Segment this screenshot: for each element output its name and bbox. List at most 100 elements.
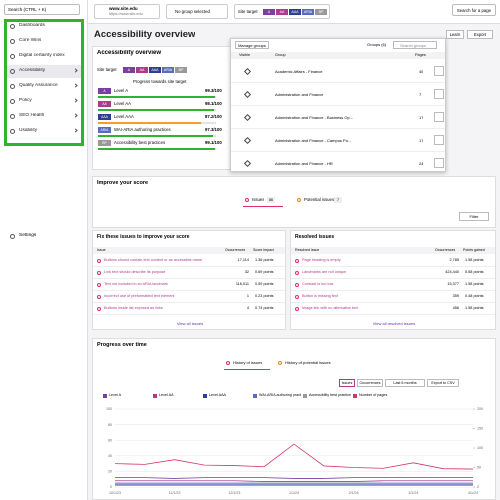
nav-item[interactable]: Core Wins: [19, 38, 42, 43]
star-icon[interactable]: [243, 136, 252, 145]
row-divider: [291, 278, 495, 279]
group-name: Administration and Finance - Business Op…: [275, 115, 354, 120]
nav-icon: [10, 234, 15, 239]
occurrences: 359: [452, 294, 459, 298]
nav-item[interactable]: Accessibility: [19, 68, 46, 73]
resolved-card: Resolved issues Resolved issue Occurrences…: [290, 230, 496, 330]
row-badge: AA: [98, 101, 111, 107]
legend-checkbox[interactable]: [253, 394, 257, 398]
issue-link[interactable]: Link text should describe its purpose: [104, 270, 166, 274]
issue-link[interactable]: Landmarks are not unique: [302, 270, 347, 274]
group-selector[interactable]: No group selected: [166, 4, 228, 19]
legend-checkbox[interactable]: [353, 394, 357, 398]
occurrences: 424,440: [445, 270, 459, 274]
legend-checkbox[interactable]: [103, 394, 107, 398]
page-title: Accessibility overview: [94, 29, 196, 40]
row-icon: [97, 282, 101, 287]
nav-item[interactable]: Quality Assurance: [19, 83, 58, 88]
level-badge: BP: [175, 67, 187, 73]
row-divider: [93, 278, 285, 279]
star-icon[interactable]: [243, 159, 252, 168]
y-tick-label: 40: [108, 454, 112, 458]
header-row: [93, 247, 285, 254]
tab-label[interactable]: Issues: [252, 197, 265, 202]
occurrences: 32: [244, 270, 249, 274]
site-url: https://www.site.edu: [109, 12, 143, 16]
groups-search[interactable]: Search groups: [393, 41, 437, 49]
card-title: Fix these issues to improve your score: [97, 234, 190, 240]
star-icon[interactable]: [243, 113, 252, 122]
row-divider: [231, 105, 445, 106]
column-header: Points gained: [463, 248, 485, 252]
nav-item[interactable]: Policy: [19, 98, 32, 103]
occurrences: 116,011: [235, 282, 249, 286]
issue-link[interactable]: Image link with no alternative text: [302, 306, 359, 310]
row-icon: [97, 294, 101, 299]
row-icon: [97, 270, 101, 275]
edit-button[interactable]: [434, 135, 444, 145]
y2-tick-label: 150: [477, 427, 483, 431]
toolbar-button[interactable]: Export to CSV: [427, 379, 459, 387]
nav-item[interactable]: SEO Health: [19, 113, 45, 118]
star-icon[interactable]: [243, 67, 252, 76]
nav-icon: [10, 84, 15, 89]
improve-card: Improve your score Issues 86 Potential issu…: [92, 176, 496, 228]
column-header: Occurrences: [435, 248, 456, 252]
line-chart: 0 20 40 60 80 100 0 50 100 150 200 10/1/23 11/1/23 12…: [106, 407, 483, 495]
legend-checkbox[interactable]: [153, 394, 157, 398]
legend-checkbox[interactable]: [203, 394, 207, 398]
issue-link[interactable]: Incorrect use of preformatted text eleme…: [104, 294, 175, 298]
nav-item[interactable]: Usability: [19, 128, 38, 133]
groups-dropdown: Manage groups Groups (6) Search groups Visi…: [230, 38, 446, 172]
y-tick-label: 100: [106, 407, 112, 411]
search-box[interactable]: Search (CTRL + K): [4, 4, 80, 15]
series-line: [115, 480, 473, 482]
tab-label[interactable]: History of potential issues: [285, 360, 331, 365]
edit-button[interactable]: [434, 66, 444, 76]
export-button[interactable]: Export: [467, 30, 493, 39]
x-tick-label: 2/1/24: [349, 491, 359, 495]
edit-button[interactable]: [434, 89, 444, 99]
row-badge: A: [98, 88, 111, 94]
view-all-link[interactable]: View all resolved issues: [372, 321, 416, 326]
x-tick-label: 10/1/23: [109, 491, 121, 495]
filter-button[interactable]: Filter: [459, 212, 489, 221]
issue-link[interactable]: Text not included in an ARIA landmark: [104, 282, 168, 286]
issue-link[interactable]: Buttons should contain text content or a…: [104, 258, 203, 262]
edit-button[interactable]: [434, 158, 444, 168]
issue-link[interactable]: Contrast is too low: [302, 282, 334, 286]
edit-button[interactable]: [434, 112, 444, 122]
nav-item[interactable]: Digital certainty index: [19, 53, 65, 58]
issue-link[interactable]: Button is missing text: [302, 294, 338, 298]
nav-item[interactable]: Settings: [19, 233, 37, 238]
issue-link[interactable]: Page heading is empty: [302, 258, 341, 262]
score: 87.2/100: [205, 113, 222, 119]
tab-count: 7: [334, 197, 342, 203]
learn-button[interactable]: Learn: [446, 30, 464, 39]
level-badge: ARIA: [302, 9, 314, 15]
tab-label[interactable]: Potential issues: [304, 197, 335, 202]
nav-item[interactable]: Dashboards: [19, 23, 45, 28]
site-selector[interactable]: www.site.edu https://www.site.edu: [94, 4, 160, 19]
view-all-link[interactable]: View all issues: [176, 321, 204, 326]
toolbar-button[interactable]: Issues: [339, 379, 355, 387]
progress-label: Progress towards site target: [133, 79, 187, 84]
star-icon[interactable]: [243, 90, 252, 99]
manage-groups-button[interactable]: Manage groups: [235, 41, 269, 49]
toolbar-button[interactable]: Occurrences: [357, 379, 383, 387]
row-label: Accessibility best practices: [114, 139, 166, 145]
row-icon: [295, 258, 299, 263]
legend-checkbox[interactable]: [303, 394, 307, 398]
tab-label[interactable]: History of issues: [233, 360, 263, 365]
toolbar-button[interactable]: Last 6 months: [385, 379, 425, 387]
x-tick-label: 11/1/23: [169, 491, 181, 495]
legend-label: Number of pages: [359, 393, 388, 397]
progress-bar: [98, 96, 216, 98]
row-icon: [97, 258, 101, 263]
issue-link[interactable]: Buttons inside list exposed as links: [104, 306, 163, 310]
tab-count: 86: [267, 197, 275, 203]
legend-label: Accessibility best practices: [309, 393, 351, 397]
row-label: Level A: [114, 87, 129, 93]
search-page-button[interactable]: Search for a page: [452, 4, 496, 16]
row-label: Level AAA: [114, 113, 134, 119]
